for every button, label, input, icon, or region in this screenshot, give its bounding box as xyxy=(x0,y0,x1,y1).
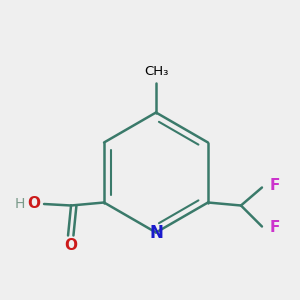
Text: O: O xyxy=(64,238,77,253)
Text: O: O xyxy=(27,196,40,211)
Text: CH₃: CH₃ xyxy=(144,65,168,78)
Text: H: H xyxy=(15,197,25,211)
Text: F: F xyxy=(269,220,280,236)
Text: N: N xyxy=(149,224,163,242)
Text: F: F xyxy=(269,178,280,194)
